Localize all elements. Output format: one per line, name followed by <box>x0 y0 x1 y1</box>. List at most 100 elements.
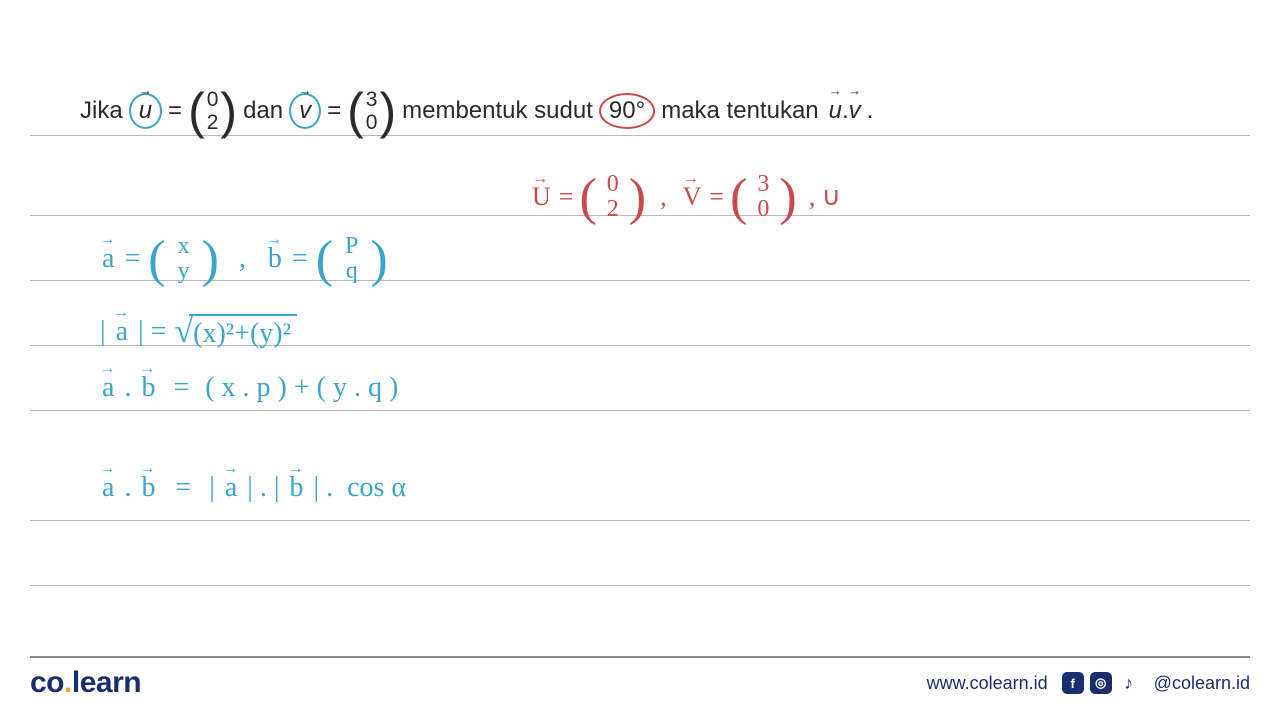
vec-val: 0 <box>607 172 619 197</box>
footer-right: www.colearn.id f ◎ ♪ @colearn.id <box>927 672 1250 694</box>
rhs: ( x . p ) + ( y . q ) <box>205 372 398 404</box>
logo-co: co <box>30 666 64 699</box>
equals: = <box>327 97 341 125</box>
bar: | <box>100 316 106 348</box>
vec-u: u <box>829 97 842 125</box>
logo: co.learn <box>30 666 141 700</box>
circled-angle: 90° <box>599 93 655 129</box>
logo-learn: learn <box>72 666 141 699</box>
hand-v-var: V <box>681 182 704 212</box>
vec-val: 2 <box>607 197 619 222</box>
paren-icon: ) <box>220 91 237 131</box>
ruled-line <box>30 520 1250 521</box>
ruled-line <box>30 585 1250 586</box>
handwriting-blue-def: a = ( x y ) , b = ( P q ) <box>100 234 388 284</box>
vec-val: 3 <box>757 172 769 197</box>
ruled-line <box>30 135 1250 136</box>
paren-icon: ( <box>730 178 747 217</box>
footer-url: www.colearn.id <box>927 673 1048 694</box>
uv-expr: u.v <box>825 97 861 125</box>
cos: cos α <box>341 472 406 504</box>
paren-icon: ( <box>579 178 596 217</box>
equals: = <box>165 472 201 504</box>
sqrt-expr: √ (x)²+(y)² <box>174 314 297 350</box>
circled-u: u <box>129 93 162 129</box>
instagram-icon: ◎ <box>1090 672 1112 694</box>
equals: = <box>559 182 574 212</box>
vec-val: 0 <box>207 88 219 111</box>
text-maka: maka tentukan <box>661 97 818 125</box>
equals: = <box>168 97 182 125</box>
text-jika: Jika <box>80 97 123 125</box>
handwriting-blue-magnitude: | a | = √ (x)²+(y)² <box>100 314 297 350</box>
vector-v-column: 3 0 <box>364 88 380 134</box>
vec-val: y <box>178 259 190 284</box>
vec-val: 3 <box>366 88 378 111</box>
bar: | <box>209 472 215 504</box>
tiktok-icon: ♪ <box>1118 672 1140 694</box>
hand-a: a <box>100 243 116 275</box>
dot: . <box>124 472 131 504</box>
hand-u-column: 0 2 <box>603 172 623 222</box>
equals: = <box>292 243 308 275</box>
equals: = <box>709 182 724 212</box>
vector-v-var: v <box>299 97 311 125</box>
ruled-line <box>30 410 1250 411</box>
bar: | . <box>314 472 334 504</box>
dot: . <box>124 372 131 404</box>
hand-a-column: x y <box>174 234 194 284</box>
social-icons: f ◎ ♪ <box>1062 672 1140 694</box>
hand-b: b <box>266 243 284 275</box>
paren-icon: ) <box>379 91 396 131</box>
period: . <box>867 97 874 125</box>
paren-icon: ( <box>316 240 333 279</box>
hand-b: b <box>139 472 157 504</box>
paren-icon: ( <box>347 91 364 131</box>
handwriting-blue-dot2: a . b = | a | . | b | . cos α <box>100 472 406 504</box>
logo-dot-icon: . <box>64 666 72 699</box>
bar: | . | <box>247 472 279 504</box>
trailing: , ∪ <box>803 182 841 212</box>
hand-v-column: 3 0 <box>753 172 773 222</box>
vec-val: P <box>345 234 358 259</box>
sqrt-radicand: (x)²+(y)² <box>189 314 297 350</box>
circled-v: v <box>289 93 321 129</box>
vector-v-value: ( 3 0 ) <box>347 88 396 134</box>
hand-b-column: P q <box>341 234 362 284</box>
vector-u-var: u <box>139 97 152 125</box>
hand-u-var: U <box>530 182 553 212</box>
problem-statement: Jika u = ( 0 2 ) dan v = ( 3 0 ) membent… <box>80 88 873 134</box>
vec-val: x <box>178 234 190 259</box>
hand-a: a <box>114 316 130 348</box>
equals: = <box>124 243 140 275</box>
paren-icon: ( <box>188 91 205 131</box>
vec-val: q <box>346 259 358 284</box>
paren-icon: ) <box>370 240 387 279</box>
comma: , <box>652 182 675 212</box>
vector-u-column: 0 2 <box>205 88 221 134</box>
page: Jika u = ( 0 2 ) dan v = ( 3 0 ) membent… <box>0 0 1280 720</box>
bar-eq: | = <box>138 316 166 348</box>
hand-b: b <box>139 372 157 404</box>
paren-icon: ( <box>148 240 165 279</box>
angle-value: 90° <box>609 97 645 125</box>
facebook-icon: f <box>1062 672 1084 694</box>
vector-u-value: ( 0 2 ) <box>188 88 237 134</box>
equals: = <box>165 372 197 404</box>
paren-icon: ) <box>779 178 796 217</box>
handwriting-blue-dot1: a . b = ( x . p ) + ( y . q ) <box>100 372 398 404</box>
vec-val: 0 <box>366 111 378 134</box>
text-membentuk: membentuk sudut <box>402 97 593 125</box>
paren-icon: ) <box>629 178 646 217</box>
paren-icon: ) <box>202 240 219 279</box>
hand-b2: b <box>288 472 306 504</box>
vec-val: 0 <box>757 197 769 222</box>
hand-a2: a <box>223 472 239 504</box>
vec-val: 2 <box>207 111 219 134</box>
vec-v: v <box>849 97 861 125</box>
hand-a: a <box>100 372 116 404</box>
handwriting-red-u: U = ( 0 2 ) , V = ( 3 0 ) , ∪ <box>530 172 841 222</box>
text-dan: dan <box>243 97 283 125</box>
comma: , <box>227 243 258 275</box>
hand-a: a <box>100 472 116 504</box>
